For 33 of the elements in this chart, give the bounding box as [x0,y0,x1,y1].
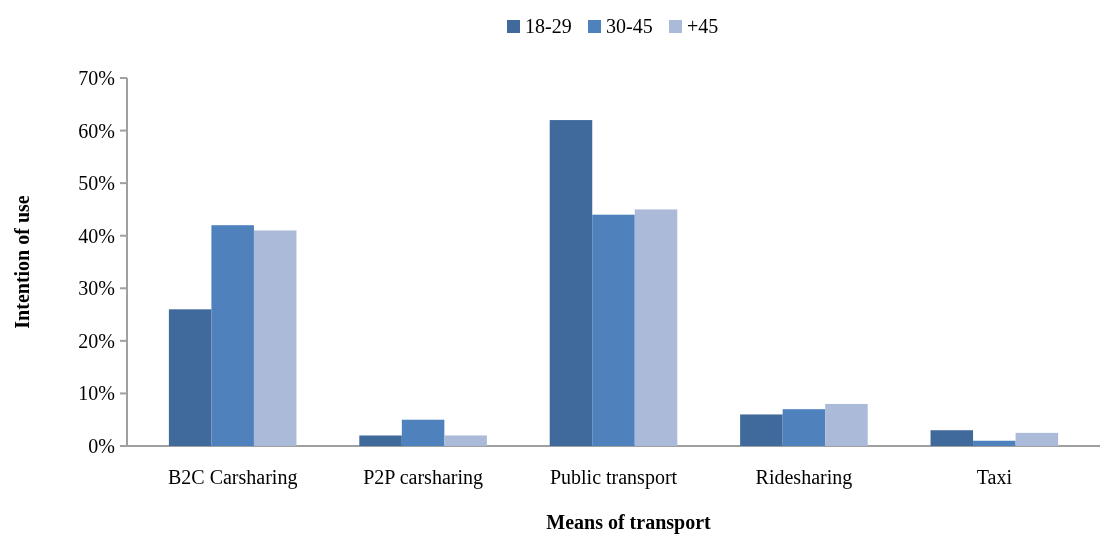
y-tick-label: 50% [78,172,115,195]
x-tick-label: B2C Carsharing [167,466,298,489]
y-tick-label: 70% [78,67,115,89]
x-tick-label: Public transport [549,466,678,489]
bar [740,414,783,446]
y-axis-title: Intention of use [11,195,33,329]
bar [549,120,593,446]
y-tick-label: 20% [78,329,115,352]
bar [1015,432,1059,446]
legend-label: 18-29 [525,15,572,37]
bar [359,435,402,446]
legend-label: 30-45 [606,15,653,37]
bar [253,230,297,446]
legend-label: +45 [687,15,719,37]
bar [401,419,445,446]
bar [782,409,826,446]
bar [825,403,868,446]
bar [211,225,254,446]
bar [592,214,635,446]
y-tick-label: 60% [78,119,115,142]
bar [930,430,974,446]
y-tick-label: 10% [78,382,115,405]
x-tick-label: P2P carsharing [363,466,483,489]
bar [634,209,678,446]
x-axis-title: Means of transport [546,511,712,534]
y-tick-label: 0% [88,435,115,457]
bar [168,309,212,446]
bar [973,440,1016,446]
bar [444,435,487,446]
y-tick-label: 30% [78,277,115,300]
y-tick-label: 40% [78,224,115,247]
x-tick-label: Ridesharing [755,466,853,489]
x-tick-label: Taxi [976,466,1013,488]
